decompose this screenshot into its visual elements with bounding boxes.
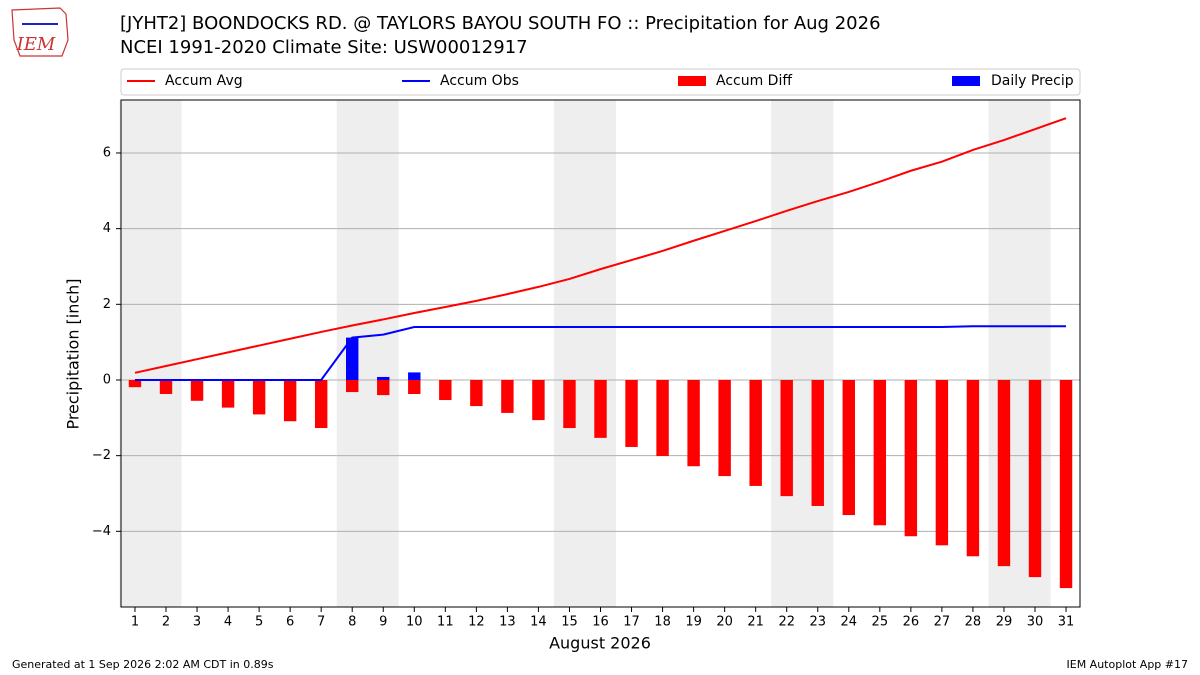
bar xyxy=(1059,379,1073,589)
bar xyxy=(1028,379,1042,578)
bar xyxy=(625,379,638,447)
legend-label: Daily Precip xyxy=(991,73,1074,89)
x-tick-label: 15 xyxy=(561,615,578,630)
y-tick-label: −2 xyxy=(92,448,111,463)
bar xyxy=(904,379,918,537)
legend-box xyxy=(120,68,1081,96)
bar xyxy=(532,379,545,421)
y-tick-label: 4 xyxy=(103,221,111,236)
bar xyxy=(594,379,607,438)
x-tick-label: 13 xyxy=(499,615,516,630)
bar xyxy=(935,379,949,546)
bar xyxy=(997,379,1011,567)
bar xyxy=(128,379,142,388)
legend-label: Accum Avg xyxy=(165,73,243,89)
bar xyxy=(966,379,980,557)
bar xyxy=(687,379,700,467)
bar xyxy=(439,379,452,401)
x-tick-label: 22 xyxy=(778,615,795,630)
x-tick-label: 1 xyxy=(131,615,139,630)
legend-swatch xyxy=(952,76,980,86)
x-tick-label: 6 xyxy=(286,615,294,630)
legend-label: Accum Diff xyxy=(716,73,792,89)
bar xyxy=(501,379,514,413)
x-tick-label: 18 xyxy=(654,615,671,630)
bar xyxy=(283,379,297,422)
x-tick-label: 24 xyxy=(841,615,858,630)
bar xyxy=(718,379,731,477)
bar xyxy=(252,379,266,415)
x-tick-label: 20 xyxy=(716,615,733,630)
x-tick-label: 14 xyxy=(530,615,547,630)
x-tick-label: 19 xyxy=(685,615,702,630)
x-axis-label: August 2026 xyxy=(549,634,651,653)
x-tick-label: 7 xyxy=(317,615,325,630)
bar xyxy=(377,379,390,396)
x-tick-label: 21 xyxy=(747,615,764,630)
weekend-shade xyxy=(553,100,617,607)
x-tick-label: 26 xyxy=(903,615,920,630)
x-tick-label: 11 xyxy=(437,615,454,630)
bar xyxy=(408,372,421,380)
plot-frame xyxy=(120,99,1081,608)
bar xyxy=(190,379,204,401)
bar xyxy=(346,337,359,380)
x-tick-label: 29 xyxy=(996,615,1013,630)
x-tick-label: 5 xyxy=(255,615,263,630)
x-tick-label: 25 xyxy=(872,615,889,630)
weekend-shade xyxy=(119,100,182,607)
x-tick-label: 28 xyxy=(965,615,982,630)
x-tick-label: 30 xyxy=(1027,615,1044,630)
x-tick-label: 17 xyxy=(623,615,640,630)
logo: IEM xyxy=(11,7,69,57)
legend-swatch xyxy=(678,76,706,86)
y-axis-label: Precipitation [inch] xyxy=(64,278,83,429)
chart-title: [JYHT2] BOONDOCKS RD. @ TAYLORS BAYOU SO… xyxy=(120,13,881,34)
y-tick-label: 2 xyxy=(103,297,111,312)
footer-left: Generated at 1 Sep 2026 2:02 AM CDT in 0… xyxy=(12,658,274,671)
bar xyxy=(470,379,483,407)
chart-subtitle: NCEI 1991-2020 Climate Site: USW00012917 xyxy=(120,37,528,58)
x-tick-label: 10 xyxy=(406,615,423,630)
y-tick-label: 0 xyxy=(103,372,111,387)
x-tick-label: 3 xyxy=(193,615,201,630)
y-tick-label: 6 xyxy=(103,145,111,160)
bar xyxy=(314,379,328,429)
legend-label: Accum Obs xyxy=(440,73,519,89)
logo-outline xyxy=(11,7,69,57)
x-tick-label: 27 xyxy=(934,615,951,630)
x-tick-label: 12 xyxy=(468,615,485,630)
bar xyxy=(749,379,762,486)
bar xyxy=(563,379,576,429)
x-tick-label: 9 xyxy=(379,615,387,630)
bar xyxy=(377,376,390,380)
bar xyxy=(656,379,669,457)
x-tick-label: 8 xyxy=(348,615,356,630)
x-tick-label: 2 xyxy=(162,615,170,630)
bar xyxy=(408,379,421,394)
bar xyxy=(159,379,173,394)
line xyxy=(134,325,1067,381)
bar xyxy=(811,379,824,506)
y-tick-label: −4 xyxy=(92,524,111,539)
bar xyxy=(780,379,793,497)
footer-right: IEM Autoplot App #17 xyxy=(1067,658,1189,671)
bar xyxy=(346,379,359,393)
x-tick-label: 4 xyxy=(224,615,232,630)
line xyxy=(134,117,1067,374)
x-tick-label: 16 xyxy=(592,615,609,630)
x-tick-label: 31 xyxy=(1058,615,1075,630)
x-tick-label: 23 xyxy=(809,615,826,630)
bar xyxy=(221,379,235,408)
weekend-shade xyxy=(771,100,834,607)
bar xyxy=(842,379,855,516)
logo-text: IEM xyxy=(16,34,56,55)
bar xyxy=(873,379,887,526)
